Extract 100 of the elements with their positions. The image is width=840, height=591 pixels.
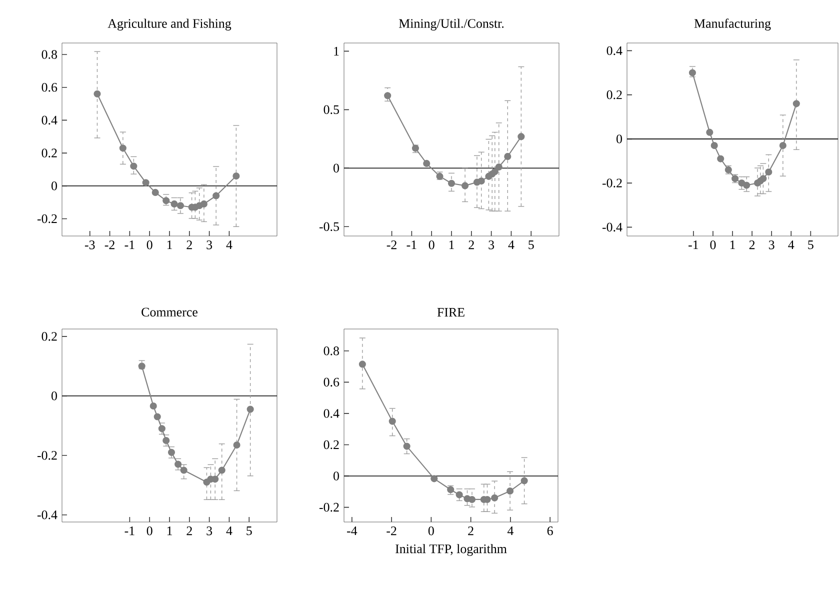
x-tick-label: 2 (468, 240, 474, 250)
point (765, 168, 772, 176)
x-tick-label: 0 (146, 526, 152, 536)
point (200, 200, 208, 208)
point (462, 182, 469, 190)
x-tick-label: 1 (167, 240, 172, 250)
point (688, 69, 696, 76)
y-tick-label: 1 (334, 46, 339, 56)
point (162, 197, 170, 204)
x-tick-label: 2 (186, 240, 192, 250)
y-tick-label: 0.4 (42, 116, 58, 125)
chart-title: FIRE (437, 308, 464, 317)
x-tick-label: 1 (730, 240, 735, 250)
y-tick-label: 0.4 (606, 46, 622, 56)
point (491, 494, 498, 502)
point (448, 180, 456, 187)
x-tick-label: -2 (104, 240, 114, 250)
x-tick-label: -3 (84, 240, 95, 250)
chart-title: Agriculture and Fishing (108, 18, 232, 31)
x-tick-label: 4 (226, 526, 232, 536)
x-tick-label: 5 (246, 526, 252, 536)
x-tick-label: 4 (508, 240, 514, 250)
point (158, 425, 166, 432)
point (706, 128, 714, 136)
x-tick-label: 2 (186, 526, 192, 536)
point (456, 491, 463, 498)
y-tick-label: 0 (334, 164, 339, 173)
y-tick-label: 0.5 (324, 105, 339, 114)
x-tick-label: -4 (347, 526, 358, 536)
point (152, 188, 159, 196)
point (212, 192, 220, 200)
x-tick-label: 4 (788, 240, 794, 250)
x-tick-label: 0 (146, 240, 152, 250)
y-tick-label: 0 (334, 472, 339, 480)
point (130, 162, 138, 170)
x-tick-label: 2 (749, 240, 755, 250)
y-tick-label: -0.2 (319, 502, 339, 512)
x-tick-label: -1 (406, 240, 416, 250)
x-tick-label: 3 (206, 240, 212, 250)
x-tick-label: 0 (428, 526, 434, 536)
point (403, 442, 410, 450)
point (246, 406, 254, 413)
x-tick-label: 0 (428, 240, 434, 250)
point (212, 476, 219, 483)
x-tick-label: 3 (206, 526, 212, 536)
point (743, 182, 750, 189)
point (150, 402, 157, 410)
x-tick-label: 3 (768, 240, 774, 250)
point (423, 160, 430, 168)
point (792, 100, 800, 108)
point (180, 466, 188, 474)
point (218, 466, 226, 474)
y-tick-label: 0.4 (324, 409, 340, 418)
point (142, 179, 150, 186)
y-tick-label: 0.6 (324, 378, 340, 387)
x-tick-label: 4 (226, 240, 232, 250)
y-tick-label: 0 (52, 392, 57, 400)
point (384, 92, 392, 100)
point (506, 487, 514, 495)
y-tick-label: -0.2 (37, 214, 57, 224)
x-tick-label: 4 (507, 526, 514, 536)
point (520, 477, 528, 484)
point (468, 496, 476, 504)
point (168, 448, 176, 456)
y-tick-label: 0.2 (42, 148, 57, 158)
y-tick-label: -0.2 (37, 450, 57, 460)
chart-title: Manufacturing (694, 18, 771, 31)
point (94, 90, 101, 98)
point (495, 163, 502, 171)
point (170, 200, 178, 208)
x-tick-label: -2 (386, 240, 396, 250)
y-tick-label: -0.5 (319, 222, 339, 232)
point (504, 152, 512, 160)
point (430, 475, 438, 482)
point (518, 133, 525, 140)
y-tick-label: 0 (52, 182, 57, 190)
point (233, 441, 240, 449)
y-tick-label: 0.8 (324, 346, 339, 356)
y-tick-label: 0.6 (42, 82, 58, 92)
point (491, 168, 498, 176)
point (232, 172, 240, 180)
y-tick-label: 0.2 (42, 332, 57, 341)
point (154, 413, 161, 420)
y-tick-label: -0.4 (602, 222, 622, 232)
point (174, 460, 182, 468)
x-tick-label: 5 (808, 240, 814, 250)
x-tick-label: -1 (124, 526, 134, 536)
x-axis-title: Initial TFP, logarithm (396, 544, 507, 556)
chart-title: Commerce (142, 308, 198, 317)
y-tick-label: 0.2 (324, 440, 339, 450)
point (710, 142, 718, 150)
x-tick-label: 1 (167, 526, 172, 536)
point (478, 177, 485, 185)
chart-title: Mining/Util./Constr. (398, 18, 504, 31)
y-tick-label: -0.2 (602, 178, 622, 188)
point (358, 360, 366, 368)
y-tick-label: 0.8 (42, 50, 57, 59)
x-tick-label: 6 (547, 526, 553, 536)
x-tick-label: -2 (386, 526, 396, 536)
x-tick-label: -1 (688, 240, 698, 250)
